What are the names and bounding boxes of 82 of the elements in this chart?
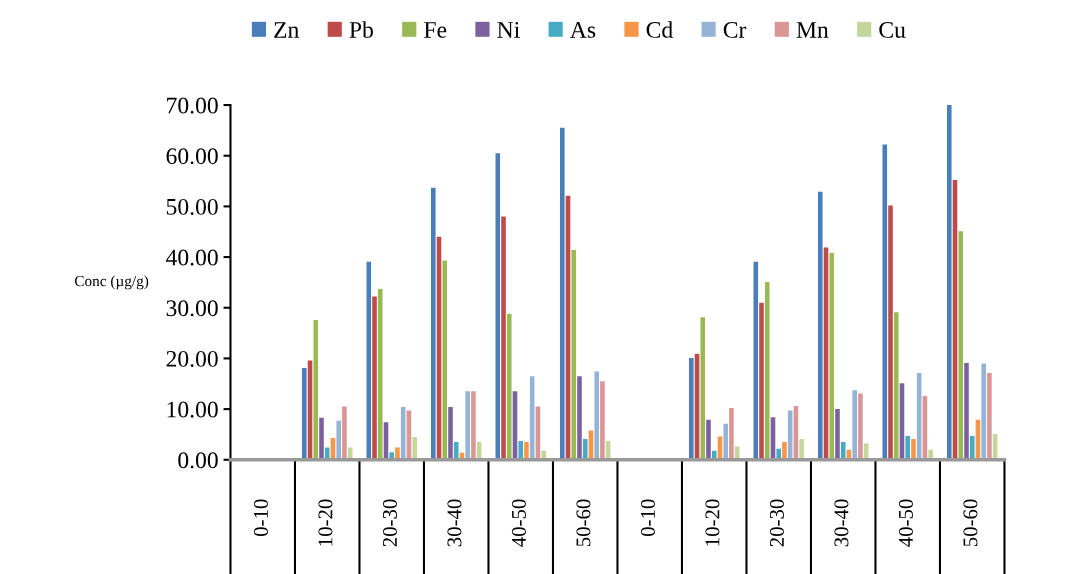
bar [560,127,565,460]
bar [987,373,992,460]
bar [981,363,986,460]
legend-label: Ni [497,22,520,38]
bar [412,436,417,460]
bar [501,216,506,460]
bar [313,319,319,460]
x-tick-label: 0-10 [640,499,655,537]
bar [302,368,307,460]
bar [319,417,324,460]
bar [495,153,501,460]
bar [753,261,759,460]
x-tick-label: 20-30 [382,499,397,547]
legend-label: Cr [723,22,747,38]
bar [969,435,975,460]
legend-label: Mn [796,22,829,38]
bar [465,391,470,460]
bar [431,187,436,460]
y-tick-label: 50.00 [166,198,218,215]
legend-label: Pb [349,21,373,38]
bar [453,442,459,460]
bar [840,442,846,460]
bar [448,407,453,460]
x-tick-label: 40-50 [511,499,526,547]
bar [829,253,835,460]
x-tick-label: 50-60 [576,499,591,547]
bar [506,313,512,460]
bar [706,419,711,460]
bar [524,442,529,460]
legend-label: Cu [879,22,906,38]
bar [372,296,377,460]
bar [958,231,964,460]
bar [377,289,383,460]
bar [700,317,706,460]
x-tick-label: 30-40 [447,499,462,547]
bar [442,260,448,460]
x-tick-label: 30-40 [834,499,849,547]
bar [729,408,734,460]
y-tick-label: 30.00 [166,300,218,317]
bar [600,381,605,460]
bar [688,357,694,460]
legend-label: As [570,22,596,38]
y-tick-label: 0.00 [178,452,218,469]
bar [799,439,804,460]
bar [964,362,969,460]
x-tick-label: 20-30 [769,499,784,547]
bar [882,144,888,460]
bar [336,420,341,460]
x-tick-label: 40-50 [898,499,913,547]
bar [835,409,840,460]
bar [723,423,728,460]
bar [594,371,599,460]
x-tick-label: 10-20 [318,499,333,546]
y-tick-label: 70.00 [167,97,218,114]
y-tick-label: 60.00 [166,148,218,165]
bar [471,391,476,460]
bar [571,249,577,460]
bar [893,312,899,460]
y-axis-title: Conc (µg/g) [74,275,149,290]
bar [817,191,823,460]
bar [858,393,863,460]
bar [911,439,916,460]
bar [342,406,347,460]
bar [759,302,764,460]
legend-label: Zn [274,22,299,38]
bar [764,281,770,460]
x-tick-label: 10-20 [705,499,720,546]
x-tick-label: 50-60 [963,499,978,547]
y-tick-label: 20.00 [166,350,218,367]
legend-label: Cd [646,21,673,38]
x-tick-label: 0-10 [253,499,268,537]
y-tick-label: 40.00 [166,249,218,266]
bar [905,435,911,460]
y-tick-label: 10.00 [167,401,218,418]
bar [518,441,524,460]
bar [888,205,893,460]
bar [946,105,952,460]
bar [577,376,582,460]
bar [782,442,787,460]
bar [852,390,857,460]
bar [582,439,588,460]
legend-label: Fe [424,22,447,38]
